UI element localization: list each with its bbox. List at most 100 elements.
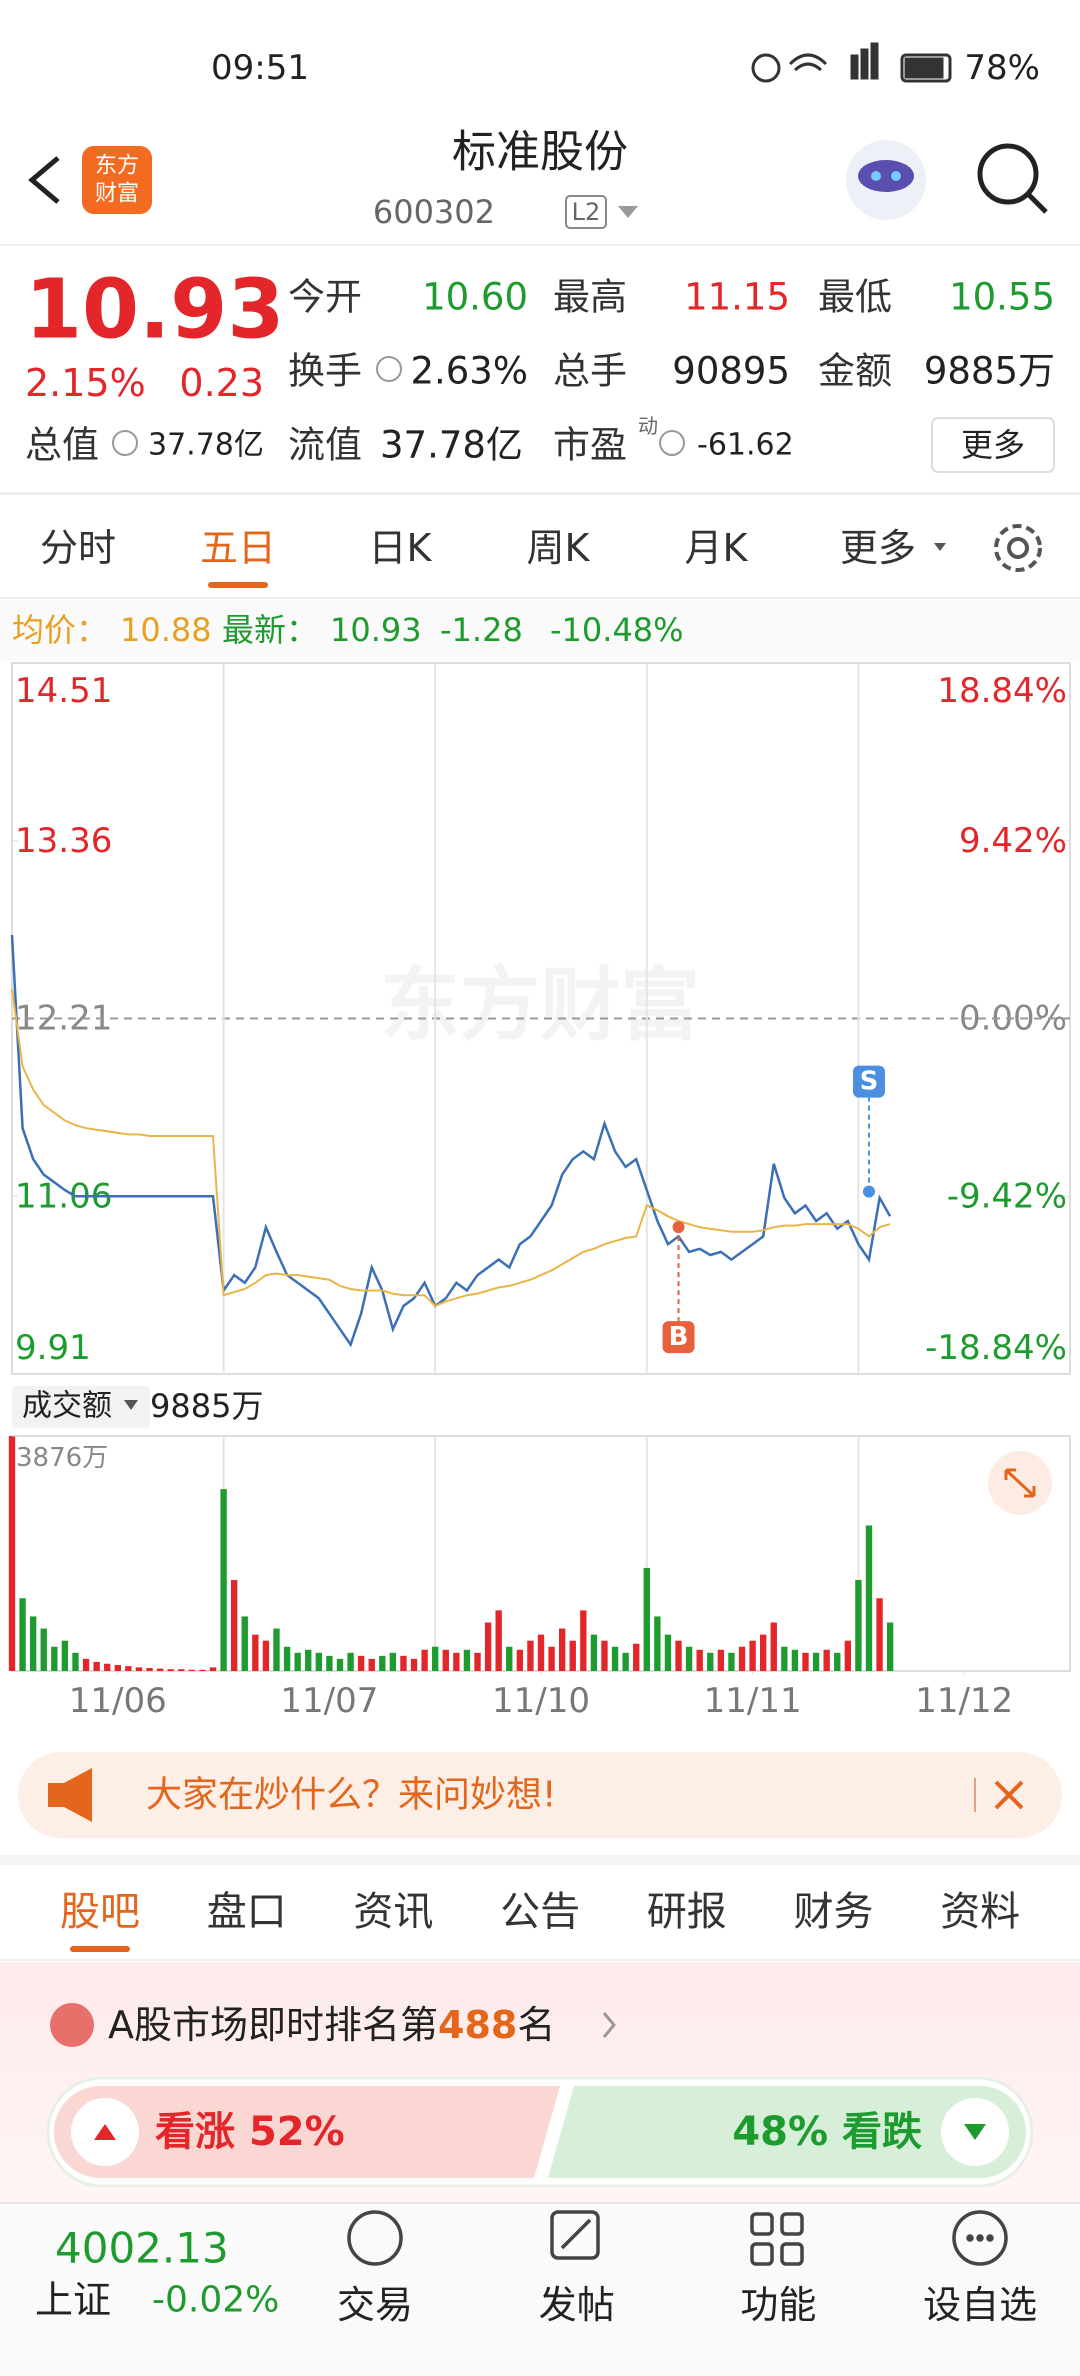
volume-bar <box>336 1658 344 1671</box>
banner-close[interactable] <box>994 1780 1024 1810</box>
volume-bar <box>389 1652 397 1671</box>
info-icon[interactable] <box>112 430 138 456</box>
ranking-prefix[interactable]: A股市场即时排名第488名 <box>108 2003 555 2047</box>
search-button[interactable] <box>977 143 1048 214</box>
nav-item[interactable]: 交易 <box>337 2283 413 2327</box>
volume-bar <box>611 1646 619 1671</box>
bull-segment[interactable] <box>54 2086 560 2178</box>
section-tab[interactable]: 公告 <box>500 1889 580 1935</box>
section-tab[interactable]: 资讯 <box>353 1889 433 1935</box>
section-tab[interactable]: 资料 <box>940 1889 1020 1935</box>
period-tabs: 分时 五日 日K 周K 月K 更多 <box>40 526 946 588</box>
volume-bar <box>844 1640 851 1671</box>
volume-bar <box>400 1655 407 1671</box>
volume-bar <box>51 1646 58 1671</box>
stock-name: 标准股份 <box>452 127 628 178</box>
y2-tick-label: -9.42% <box>947 1176 1067 1216</box>
period-tab[interactable]: 五日 <box>200 526 276 570</box>
volume-bar <box>114 1664 121 1671</box>
back-button[interactable] <box>28 156 60 204</box>
volume-bar <box>209 1667 217 1671</box>
more-button[interactable] <box>931 417 1055 473</box>
volume-bar <box>580 1610 587 1671</box>
volume-bar <box>156 1668 164 1671</box>
period-tab[interactable]: 更多 <box>840 526 916 570</box>
settings-button[interactable] <box>994 524 1042 572</box>
section-tab[interactable]: 盘口 <box>207 1889 287 1935</box>
volume-bar <box>643 1567 650 1671</box>
section-tab[interactable]: 研报 <box>647 1889 727 1935</box>
period-tab[interactable]: 月K <box>685 526 749 570</box>
price-chart: 9.9111.0612.2113.3614.51-18.84%-9.42%0.0… <box>10 662 1070 1375</box>
volume-chart: 3876万 11/06 11/07 11/10 11/11 11/12 <box>8 1435 1013 1721</box>
volume-bar <box>812 1652 820 1671</box>
bear-label-text: 看跌 <box>842 2109 922 2155</box>
info-icon[interactable] <box>376 356 402 382</box>
field-label: 最高 <box>553 276 627 319</box>
volume-bar <box>463 1649 471 1671</box>
ranking-suffix: 名 <box>517 2003 555 2047</box>
app-logo[interactable] <box>82 146 152 214</box>
bull-label-text: 看涨 <box>155 2109 235 2155</box>
field-sup: 动 <box>638 414 658 438</box>
volume-bar <box>738 1646 746 1671</box>
period-tab[interactable]: 分时 <box>40 526 116 570</box>
status-battery: 78% <box>964 48 1040 88</box>
volume-bar <box>19 1598 26 1671</box>
field-value: 90895 <box>672 350 790 393</box>
volume-bar <box>29 1616 37 1671</box>
volume-bar <box>770 1622 777 1671</box>
field-label: 总手 <box>553 350 627 393</box>
index-value[interactable]: 4002.13 <box>55 2224 229 2273</box>
nav-item[interactable]: 功能 <box>740 2283 816 2327</box>
level-text: L2 <box>572 198 601 226</box>
period-tab[interactable]: 周K <box>527 526 591 570</box>
volume-bar <box>40 1628 47 1671</box>
nav-item[interactable]: 设自选 <box>923 2283 1037 2327</box>
last-change-pct: -10.48% <box>550 611 684 649</box>
stock-code: 600302 <box>373 193 495 231</box>
field-label: 今开 <box>288 276 362 319</box>
banner[interactable] <box>18 1752 1062 1838</box>
nav-item[interactable]: 发帖 <box>539 2283 615 2327</box>
trade-marker-badge[interactable] <box>662 1321 695 1354</box>
x-tick-label: 11/10 <box>492 1681 590 1721</box>
code-dropdown[interactable] <box>618 206 638 218</box>
field-label: 最低 <box>818 276 892 319</box>
volume-bar <box>347 1652 354 1671</box>
bear-segment[interactable] <box>548 2086 1026 2178</box>
volume-bar <box>8 1436 16 1671</box>
volume-selector[interactable] <box>12 1386 150 1428</box>
field-label: 金额 <box>818 350 892 393</box>
last-price: 10.93 <box>25 263 284 358</box>
avg-label: 均价： <box>12 611 108 649</box>
section-tab[interactable]: 股吧 <box>60 1889 140 1935</box>
last-value: 10.93 <box>330 611 422 649</box>
x-tick-label: 11/11 <box>704 1681 802 1721</box>
volume-bar <box>664 1634 672 1671</box>
expand-button[interactable] <box>988 1451 1052 1515</box>
change-amount: 0.23 <box>179 361 264 405</box>
section-tab[interactable]: 财务 <box>794 1889 874 1935</box>
nav-items: 交易 发帖 功能 设自选 <box>337 2283 1037 2327</box>
volume-bar <box>569 1640 576 1671</box>
y2-tick-label: 18.84% <box>937 671 1067 711</box>
volume-bar <box>781 1646 788 1671</box>
volume-bar <box>717 1649 725 1671</box>
volume-bar <box>294 1652 301 1671</box>
period-tab[interactable]: 日K <box>369 526 433 570</box>
assistant-avatar[interactable] <box>846 140 926 220</box>
volume-bar <box>453 1652 460 1671</box>
trade-marker-badge[interactable] <box>852 1065 885 1098</box>
volume-dropdown[interactable] <box>124 1400 138 1410</box>
volume-bar <box>749 1640 756 1671</box>
y-tick-label: 14.51 <box>15 671 112 711</box>
volume-bar <box>527 1640 534 1671</box>
more-dropdown[interactable] <box>934 543 946 551</box>
volume-bar <box>601 1640 608 1671</box>
volume-bar <box>252 1634 259 1671</box>
field-value: 37.78亿 <box>148 428 264 463</box>
info-icon[interactable] <box>659 430 685 456</box>
bottom-nav <box>0 2202 1080 2376</box>
volume-bar <box>432 1646 439 1671</box>
